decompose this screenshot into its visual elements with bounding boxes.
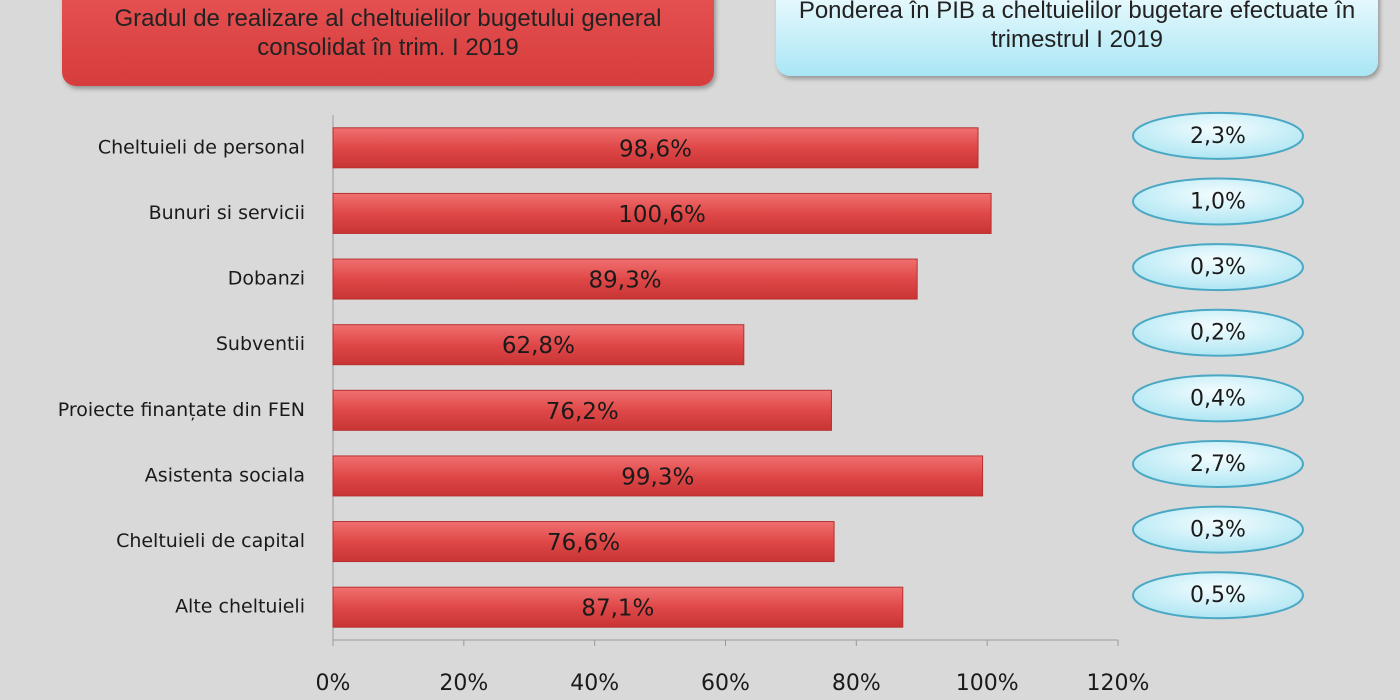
side-title: Ponderea în PIB a cheltuielilor bugetare… xyxy=(776,0,1378,76)
value-label: 76,6% xyxy=(547,530,620,556)
bar xyxy=(332,455,984,497)
y-tick-label: Asistenta sociala xyxy=(145,464,305,486)
x-tick-label: 20% xyxy=(439,671,488,696)
bar xyxy=(332,127,979,169)
value-label: 89,3% xyxy=(589,268,662,294)
value-label: 76,2% xyxy=(546,399,619,425)
value-label: 100,6% xyxy=(618,202,706,228)
bar xyxy=(332,192,992,234)
y-tick-label: Dobanzi xyxy=(228,268,305,290)
pib-share-label: 2,3% xyxy=(1190,124,1246,149)
pib-share-marker xyxy=(1132,177,1304,226)
value-label: 87,1% xyxy=(581,596,654,622)
bar xyxy=(332,324,745,366)
pib-share-label: 0,2% xyxy=(1190,321,1246,346)
bar xyxy=(332,389,832,431)
x-tick-label: 0% xyxy=(316,671,351,696)
y-tick-label: Cheltuieli de personal xyxy=(98,136,305,158)
y-tick-label: Bunuri si servicii xyxy=(149,202,305,224)
pib-share-label: 0,4% xyxy=(1190,386,1246,411)
bar xyxy=(332,258,918,300)
pib-share-marker xyxy=(1132,243,1304,292)
value-label: 62,8% xyxy=(502,333,575,359)
pib-share-label: 0,3% xyxy=(1190,255,1246,280)
y-tick-label: Proiecte finanțate din FEN xyxy=(58,399,305,421)
value-label: 98,6% xyxy=(619,136,692,162)
pib-share-marker xyxy=(1132,111,1304,160)
value-label: 99,3% xyxy=(621,464,694,490)
x-tick-label: 120% xyxy=(1087,671,1150,696)
pib-share-marker xyxy=(1132,571,1304,620)
pib-share-marker xyxy=(1132,439,1304,488)
pib-share-label: 0,3% xyxy=(1190,518,1246,543)
bar xyxy=(332,521,835,563)
y-tick-label: Cheltuieli de capital xyxy=(116,530,305,552)
pib-share-label: 2,7% xyxy=(1190,452,1246,477)
pib-share-label: 0,5% xyxy=(1190,583,1246,608)
x-tick-label: 40% xyxy=(570,671,619,696)
pib-share-marker xyxy=(1132,308,1304,357)
chart-title: Gradul de realizare al cheltuielilor bug… xyxy=(62,0,714,86)
pib-share-marker xyxy=(1132,374,1304,423)
x-tick-label: 80% xyxy=(832,671,881,696)
bar xyxy=(332,586,904,628)
y-tick-label: Alte cheltuieli xyxy=(175,596,305,618)
x-tick-label: 100% xyxy=(956,671,1019,696)
y-tick-label: Subventii xyxy=(216,333,305,355)
pib-share-marker xyxy=(1132,505,1304,554)
x-tick-label: 60% xyxy=(701,671,750,696)
pib-share-label: 1,0% xyxy=(1190,189,1246,214)
